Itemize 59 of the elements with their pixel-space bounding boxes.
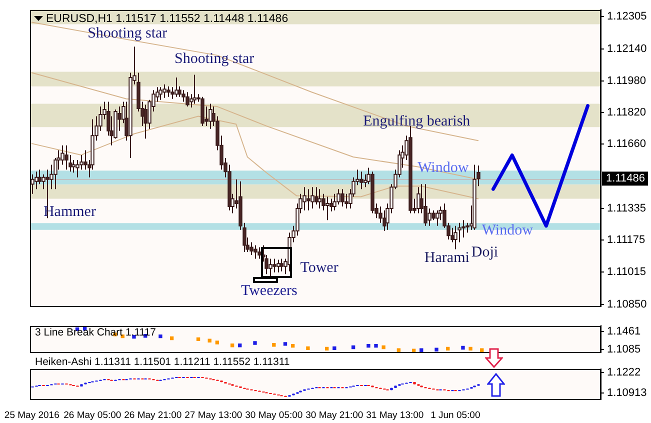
point bbox=[283, 342, 288, 346]
point bbox=[306, 346, 310, 350]
y-tick-label: 1.11015 bbox=[607, 266, 646, 278]
point bbox=[290, 344, 295, 348]
point bbox=[382, 345, 386, 350]
x-tick-label: 30 May 05:00 bbox=[245, 410, 303, 421]
x-tick-label: 25 May 2016 bbox=[4, 410, 60, 421]
point bbox=[170, 336, 174, 340]
x-tick-label: 26 May 05:00 bbox=[64, 410, 122, 421]
annotation: Doji bbox=[471, 244, 498, 260]
point bbox=[366, 344, 370, 348]
point bbox=[332, 346, 336, 350]
y-tick-label: 1.11335 bbox=[607, 202, 646, 214]
chart-title: Heiken-Ashi 1.11311 1.11501 1.11211 1.11552 1.11311 bbox=[35, 356, 290, 368]
point bbox=[396, 348, 401, 352]
x-tick-label: 27 May 13:00 bbox=[184, 410, 242, 421]
y-tick-label: 1.10850 bbox=[607, 298, 647, 310]
point bbox=[238, 344, 242, 348]
annotation: Window bbox=[482, 222, 534, 239]
point bbox=[374, 344, 378, 348]
y-tick-label: 1.10913 bbox=[607, 387, 647, 400]
annotation: Tower bbox=[300, 260, 338, 276]
y-tick-label: 1.12305 bbox=[607, 10, 647, 23]
chart-title: EURUSD,H1 1.11517 1.11552 1.11448 1.11486 bbox=[46, 12, 288, 25]
point bbox=[420, 348, 424, 352]
point bbox=[461, 346, 465, 350]
annotation: Harami bbox=[424, 250, 470, 266]
point bbox=[480, 348, 484, 352]
y-tick-label: 1.11660 bbox=[607, 138, 646, 150]
annotation: Engulfing bearish bbox=[363, 114, 471, 130]
point bbox=[468, 346, 472, 351]
annotation: Window bbox=[418, 160, 469, 176]
point bbox=[272, 343, 276, 347]
y-tick-label: 1.1461 bbox=[607, 326, 641, 338]
annotation: Shooting star bbox=[174, 50, 254, 67]
point bbox=[215, 340, 220, 344]
point bbox=[446, 346, 450, 351]
ref-line-label: 1.11486 bbox=[606, 172, 645, 185]
y-tick-label: 1.1085 bbox=[607, 343, 641, 356]
point bbox=[434, 348, 438, 352]
x-tick-label: 31 May 13:00 bbox=[366, 410, 424, 421]
point bbox=[253, 341, 257, 345]
y-tick-label: 1.12140 bbox=[607, 43, 647, 56]
x-tick-label: 26 May 21:00 bbox=[124, 410, 182, 421]
y-tick-label: 1.11820 bbox=[607, 106, 646, 119]
annotation: Tweezers bbox=[240, 282, 298, 299]
chart-title: 3 Line Break Chart 1.1117 bbox=[35, 326, 156, 338]
y-tick-label: 1.11980 bbox=[607, 74, 646, 87]
y-tick-label: 1.11175 bbox=[607, 234, 646, 246]
point bbox=[158, 334, 162, 338]
point bbox=[196, 337, 200, 342]
point bbox=[208, 338, 212, 342]
point bbox=[351, 345, 356, 350]
annotation: Shooting star bbox=[88, 26, 168, 42]
point bbox=[230, 344, 234, 348]
x-tick-label: 1 Jun 05:00 bbox=[430, 410, 480, 421]
y-tick-label: 1.1222 bbox=[607, 366, 641, 379]
point bbox=[325, 346, 329, 351]
x-tick-label: 30 May 21:00 bbox=[306, 410, 364, 421]
